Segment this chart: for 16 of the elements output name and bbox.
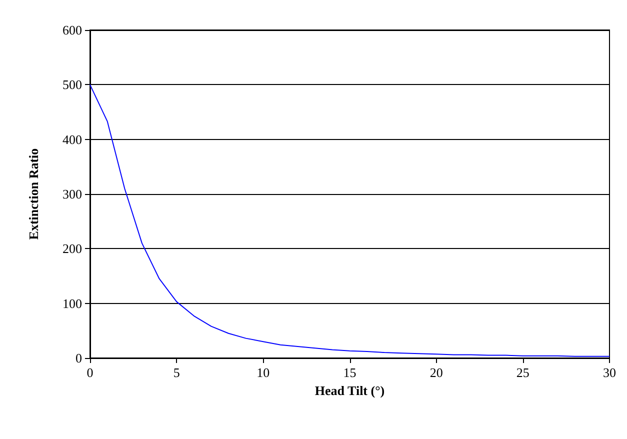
y-tick-label: 500 [62,77,82,92]
y-tick-label: 600 [62,22,82,38]
x-axis-title: Head Tilt (°) [314,382,385,398]
y-tick-label: 0 [76,350,82,366]
y-tick-label: 200 [62,241,82,256]
y-tick-label: 100 [62,296,82,311]
x-tick-label: 10 [256,365,270,380]
x-tick-label: 25 [516,365,530,380]
y-axis-title: Extinction Ratio [26,148,41,240]
x-tick-label: 15 [343,365,356,380]
x-tick-label: 5 [173,365,180,380]
x-tick-label: 20 [430,365,443,380]
y-tick-label: 400 [62,132,82,147]
y-tick-label: 300 [62,186,82,202]
x-tick-label: 30 [603,365,616,380]
x-tick-label: 0 [86,365,94,380]
